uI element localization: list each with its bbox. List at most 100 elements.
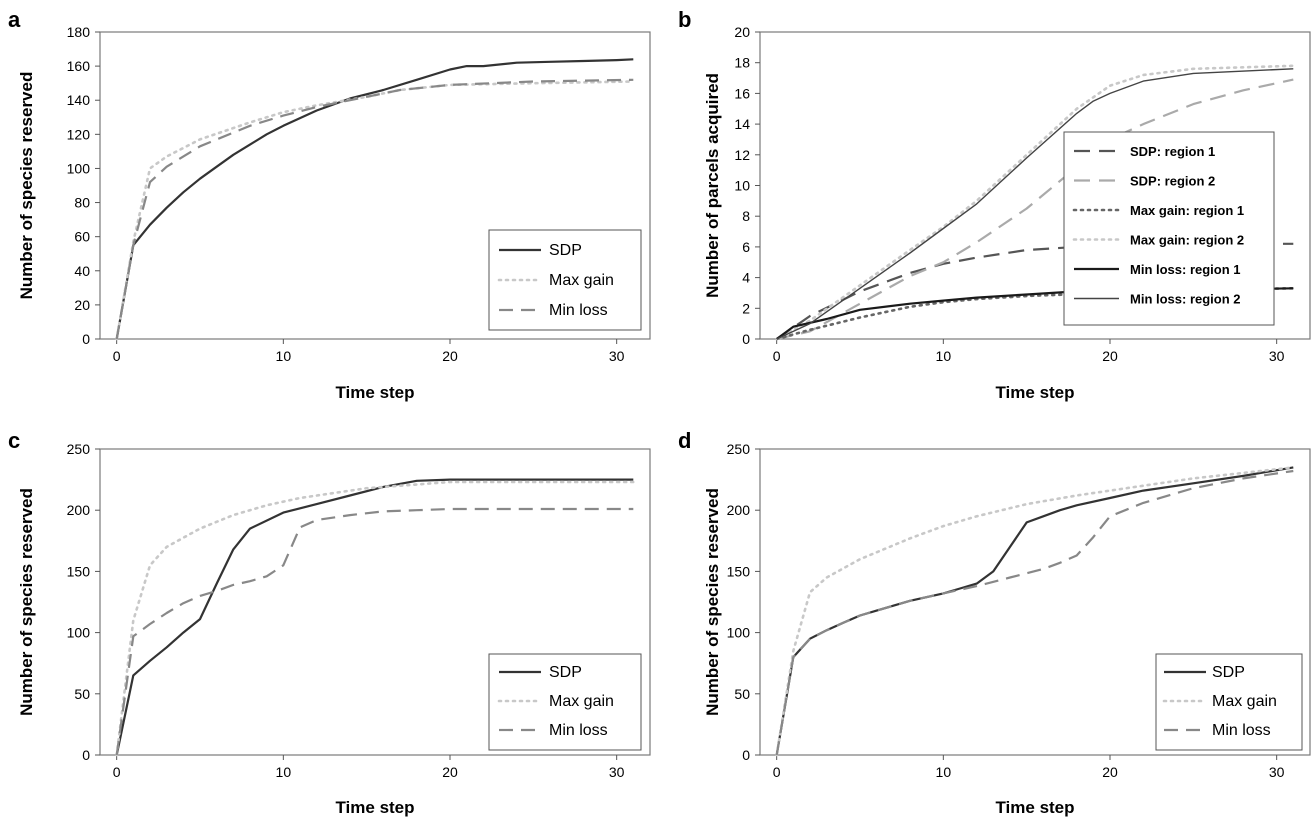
x-tick-label: 0 [773, 348, 781, 364]
x-tick-label: 30 [609, 348, 625, 364]
y-tick-label: 0 [742, 331, 750, 347]
series-line-min-loss [115, 507, 634, 756]
y-tick-label: 160 [67, 58, 91, 74]
x-tick-label: 20 [1102, 348, 1118, 364]
legend-box [1063, 131, 1275, 326]
plot-frame [99, 448, 651, 756]
legend-label: Max gain: region 2 [1130, 233, 1244, 248]
x-tick-label: 10 [936, 764, 952, 780]
y-tick-label: 12 [734, 147, 750, 163]
x-tick-label: 30 [1269, 764, 1285, 780]
legend: SDP Max gain Min loss [488, 653, 642, 751]
y-tick-label: 100 [727, 625, 751, 641]
legend-label: Min loss [549, 302, 608, 319]
legend-label: Min loss: region 1 [1130, 262, 1241, 277]
x-tick-label: 10 [276, 764, 292, 780]
y-tick-label: 150 [727, 563, 751, 579]
legend: SDP Max gain Min loss [1155, 653, 1303, 751]
y-tick-label: 200 [727, 502, 751, 518]
legend-label: Min loss [549, 722, 608, 739]
y-tick-label: 40 [74, 263, 90, 279]
y-tick-label: 16 [734, 85, 750, 101]
x-tick-label: 0 [113, 348, 121, 364]
x-tick-label: 20 [442, 764, 458, 780]
x-tick-label: 20 [1102, 764, 1118, 780]
x-tick-label: 0 [773, 764, 781, 780]
y-axis-title: Number of parcels acquired [703, 73, 722, 298]
panel-letter: a [8, 7, 21, 32]
legend: SDP Max gain Min loss [488, 229, 642, 331]
panel-d: d 0 50 100 150 200 250 0 10 20 30 Time step Number o… [678, 428, 1311, 817]
y-tick-label: 120 [67, 126, 91, 142]
series-line-min-loss [115, 78, 634, 340]
series-line-max-gain [115, 80, 635, 341]
y-tick-label: 180 [67, 24, 91, 40]
legend: SDP: region 1 SDP: region 2 Max gain: regi… [1063, 131, 1275, 326]
y-axis-title: Number of species reserved [703, 488, 722, 716]
series-line-min-loss-region-2 [776, 68, 1294, 340]
plot-frame [759, 448, 1311, 756]
series-line-sdp-region-2 [776, 78, 1294, 341]
y-tick-label: 2 [742, 300, 750, 316]
panel-a: a 0 20 40 60 80 100 120 140 160 180 0 10 20 30 Time ste… [8, 7, 651, 402]
x-tick-label: 30 [1269, 348, 1285, 364]
y-tick-label: 0 [82, 331, 90, 347]
panel-letter: d [678, 428, 691, 453]
x-tick-label: 0 [113, 764, 121, 780]
x-axis-title: Time step [995, 798, 1074, 817]
y-tick-label: 6 [742, 239, 750, 255]
y-tick-label: 10 [734, 178, 750, 194]
x-tick-label: 20 [442, 348, 458, 364]
legend-label: SDP: region 1 [1130, 144, 1215, 159]
legend-label: Max gain [1212, 693, 1277, 710]
series-line-max-gain [775, 466, 1295, 757]
y-tick-label: 100 [67, 625, 91, 641]
legend-label: SDP [549, 664, 582, 681]
y-tick-label: 8 [742, 208, 750, 224]
y-tick-label: 20 [74, 297, 90, 313]
panel-letter: b [678, 7, 691, 32]
y-tick-label: 0 [82, 747, 90, 763]
legend-label: Min loss [1212, 722, 1271, 739]
legend-label: Max gain [549, 693, 614, 710]
y-tick-label: 60 [74, 229, 90, 245]
legend-label: Max gain [549, 272, 614, 289]
y-axis-title: Number of species reserved [17, 72, 36, 300]
legend-label: SDP [1212, 664, 1245, 681]
x-axis-title: Time step [335, 798, 414, 817]
y-tick-label: 200 [67, 502, 91, 518]
y-tick-label: 50 [734, 686, 750, 702]
panel-c: c 0 50 100 150 200 250 0 10 20 30 Time step Number o… [8, 428, 651, 817]
y-tick-label: 150 [67, 563, 91, 579]
y-tick-label: 18 [734, 55, 750, 71]
y-tick-label: 250 [67, 441, 91, 457]
series-line-max-gain [115, 480, 635, 757]
series-line-min-loss [775, 469, 1294, 756]
legend-label: Max gain: region 1 [1130, 203, 1244, 218]
x-tick-label: 10 [936, 348, 952, 364]
y-tick-label: 14 [734, 116, 750, 132]
x-axis-title: Time step [995, 383, 1074, 402]
series-line-sdp [115, 478, 634, 756]
y-tick-label: 50 [74, 686, 90, 702]
x-axis-title: Time step [335, 383, 414, 402]
panel-letter: c [8, 428, 20, 453]
plot-frame [99, 31, 651, 340]
y-tick-label: 140 [67, 92, 91, 108]
x-tick-label: 10 [276, 348, 292, 364]
y-tick-label: 0 [742, 747, 750, 763]
y-tick-label: 20 [734, 24, 750, 40]
y-tick-label: 4 [742, 270, 750, 286]
legend-label: Min loss: region 2 [1130, 292, 1241, 307]
series-line-max-gain-region-2 [775, 64, 1295, 341]
legend-label: SDP: region 2 [1130, 174, 1215, 189]
y-axis-title: Number of species reserved [17, 488, 36, 716]
y-tick-label: 100 [67, 160, 91, 176]
y-tick-label: 250 [727, 441, 751, 457]
y-tick-label: 80 [74, 195, 90, 211]
panel-b: b 0 2 4 6 8 10 12 14 16 18 20 0 10 20 30 Time step Number… [678, 7, 1311, 402]
x-tick-label: 30 [609, 764, 625, 780]
legend-label: SDP [549, 242, 582, 259]
series-line-sdp [115, 58, 634, 340]
